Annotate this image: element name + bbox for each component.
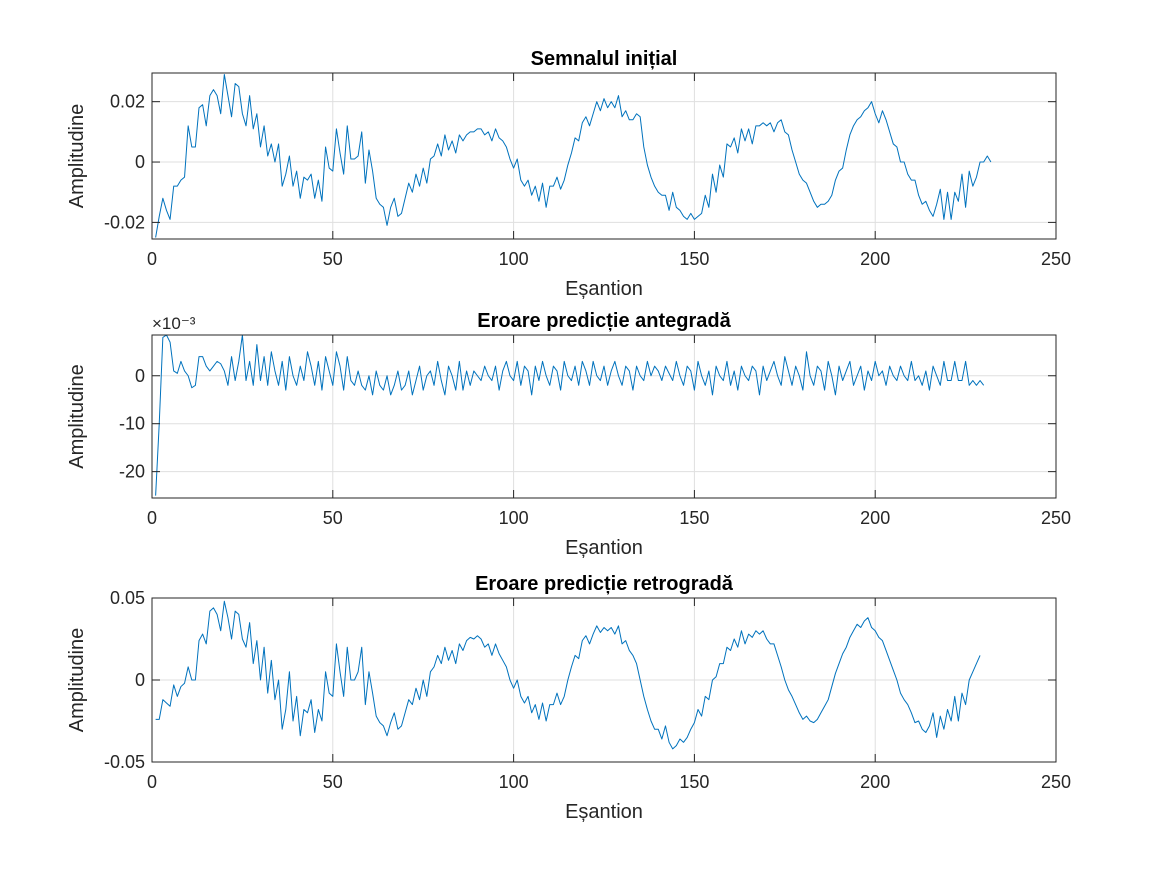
y-tick-label: 0 [135, 366, 145, 386]
x-tick-label: 200 [860, 249, 890, 269]
series-line-1 [155, 74, 992, 238]
y-tick-label: 0 [135, 670, 145, 690]
x-axis-label: Eșantion [565, 278, 643, 300]
x-tick-label: 100 [499, 249, 529, 269]
series-line-1 [155, 334, 985, 496]
x-axis-label: Eșantion [565, 537, 643, 559]
x-tick-label: 200 [860, 772, 890, 792]
x-tick-label: 150 [679, 772, 709, 792]
y-tick-label: -0.05 [104, 752, 145, 772]
plot-area [152, 73, 1056, 239]
axes-box [151, 72, 1057, 240]
x-tick-label: 0 [147, 772, 157, 792]
y-tick-label: 0.05 [110, 588, 145, 608]
chart-title: Semnalul inițial [531, 48, 678, 70]
y-tick-label: -20 [119, 462, 145, 482]
x-axis-label: Eșantion [565, 801, 643, 823]
series-line-1 [155, 600, 981, 750]
subplot-2: 0 50 100 150 200 250 -20 -10 0 Eroare predicție a… [66, 310, 1071, 559]
y-exponent-label: ×10⁻³ [152, 314, 196, 333]
x-tick-label: 0 [147, 249, 157, 269]
y-tick-label: 0.02 [110, 92, 145, 112]
chart-title: Eroare predicție antegradă [477, 310, 731, 332]
x-tick-label: 250 [1041, 249, 1071, 269]
x-tick-label: 250 [1041, 508, 1071, 528]
chart-title: Eroare predicție retrogradă [475, 573, 734, 595]
x-tick-label: 100 [499, 508, 529, 528]
y-axis-label: Amplitudine [66, 104, 88, 209]
axes-box [151, 334, 1057, 499]
y-tick-label: -0.02 [104, 212, 145, 232]
x-tick-label: 100 [499, 772, 529, 792]
plot-area [152, 335, 1056, 498]
x-tick-label: 50 [323, 249, 343, 269]
y-tick-label: 0 [135, 152, 145, 172]
x-tick-label: 200 [860, 508, 890, 528]
x-tick-label: 150 [679, 508, 709, 528]
y-tick-label: -10 [119, 414, 145, 434]
y-axis-label: Amplitudine [66, 364, 88, 469]
x-tick-label: 250 [1041, 772, 1071, 792]
y-axis-label: Amplitudine [66, 628, 88, 733]
x-tick-label: 50 [323, 508, 343, 528]
x-tick-label: 150 [679, 249, 709, 269]
x-tick-label: 50 [323, 772, 343, 792]
x-tick-label: 0 [147, 508, 157, 528]
